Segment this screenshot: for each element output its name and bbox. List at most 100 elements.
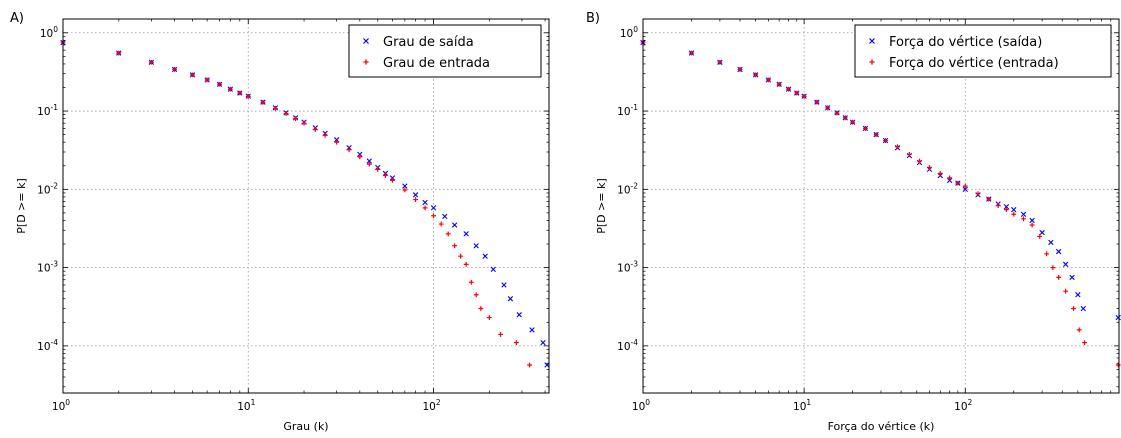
data-point: [1003, 207, 1009, 213]
data-point: [1063, 288, 1069, 294]
series-plus-markers: [60, 39, 532, 368]
y-axis-label: P[D >= k]: [15, 178, 28, 233]
data-point: [1115, 314, 1121, 321]
data-point: [301, 120, 307, 126]
data-point: [260, 100, 266, 105]
data-point: [283, 111, 289, 116]
x-tick-label: 101: [237, 398, 255, 413]
data-point: [1076, 327, 1082, 333]
data-point: [431, 213, 436, 219]
legend-box: [854, 24, 1112, 78]
x-axis-label: Grau (k): [283, 420, 328, 433]
data-point: [217, 81, 222, 87]
data-point: [1011, 211, 1017, 217]
legend-label: Grau de saída: [383, 35, 474, 50]
data-point: [955, 180, 961, 186]
data-point: [753, 72, 759, 78]
data-point: [463, 261, 469, 267]
data-point: [357, 151, 363, 158]
legend-marker: [869, 59, 875, 65]
data-point: [1062, 261, 1069, 268]
legend: Grau de saída Grau de entrada: [348, 24, 542, 78]
data-point: [1039, 229, 1045, 236]
data-point: [445, 231, 451, 237]
data-point: [1003, 204, 1010, 210]
data-point: [366, 161, 372, 167]
x-tick-label: 102: [422, 398, 440, 413]
axes-frame: [62, 18, 550, 394]
data-point: [346, 147, 352, 153]
data-point: [927, 165, 932, 170]
data-point: [333, 137, 340, 143]
data-point: [1050, 265, 1056, 271]
data-point: [850, 119, 856, 125]
data-point: [312, 127, 318, 132]
data-point: [204, 77, 210, 83]
data-point: [438, 221, 444, 227]
data-point: [906, 151, 912, 157]
plot-area: [643, 19, 1119, 393]
data-point: [794, 90, 800, 96]
series-plus-markers: [640, 39, 1121, 368]
data-point: [507, 296, 514, 302]
y-tick-label: 10-4: [37, 338, 58, 353]
plot-area: [63, 19, 549, 393]
data-point: [1115, 362, 1121, 368]
data-point: [786, 86, 791, 92]
data-point: [1056, 274, 1062, 280]
data-point: [540, 339, 546, 346]
data-point: [478, 306, 484, 311]
data-point: [389, 175, 396, 181]
legend-marker: [363, 38, 369, 44]
data-point: [430, 205, 437, 211]
y-tick-label: 10-1: [37, 103, 58, 118]
data-point: [776, 81, 782, 87]
data-point: [529, 327, 535, 333]
x-tick-label: 102: [954, 398, 972, 413]
data-point: [1020, 211, 1027, 217]
data-point: [975, 191, 981, 197]
data-point: [334, 139, 340, 145]
y-tick-label: 100: [40, 25, 58, 40]
data-point: [1048, 239, 1054, 246]
y-tick-label: 10-2: [37, 181, 58, 196]
data-point: [946, 177, 953, 184]
data-point: [172, 67, 177, 72]
data-point: [1021, 216, 1026, 222]
data-point: [1029, 222, 1035, 228]
data-point: [825, 105, 831, 111]
legend-marker: [869, 38, 875, 44]
data-point: [995, 203, 1001, 208]
data-point: [1029, 217, 1035, 224]
data-point: [245, 93, 251, 99]
panel-label: B): [586, 11, 600, 26]
data-point: [116, 50, 122, 56]
data-point: [486, 315, 492, 320]
data-point: [516, 312, 522, 318]
x-tick-label: 101: [793, 398, 811, 413]
data-point: [862, 126, 868, 131]
data-point: [501, 282, 507, 288]
data-point: [422, 199, 428, 206]
data-point: [895, 144, 900, 150]
y-tick-label: 100: [620, 25, 638, 40]
data-point: [1011, 206, 1017, 213]
data-point: [237, 90, 243, 96]
y-axis-label: P[D >= k]: [595, 178, 608, 233]
data-point: [402, 187, 408, 193]
data-point: [1069, 274, 1075, 281]
data-point: [227, 86, 233, 92]
y-tick-label: 10-3: [617, 260, 638, 275]
data-point: [402, 183, 408, 189]
data-point: [1082, 340, 1087, 346]
data-point: [413, 197, 418, 202]
data-point: [412, 192, 419, 198]
legend: Força do vértice (saída) Força do vértice…: [854, 24, 1112, 78]
data-point: [272, 106, 278, 111]
data-point: [422, 205, 428, 211]
data-point: [473, 243, 479, 249]
x-tick-label: 100: [632, 398, 650, 413]
data-point: [322, 132, 328, 138]
data-point: [1080, 305, 1086, 312]
